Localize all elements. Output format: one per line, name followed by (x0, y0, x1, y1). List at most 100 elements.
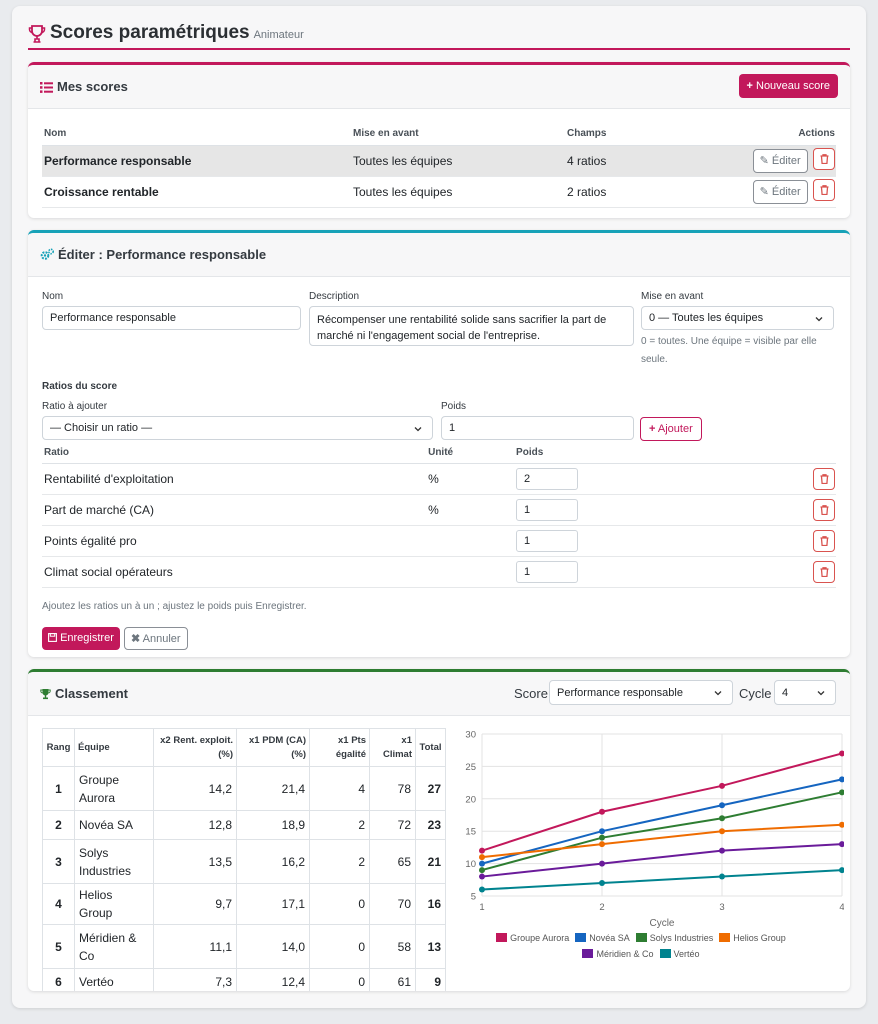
legend-item[interactable]: Novéa SA (575, 930, 630, 946)
egalite-cell: 0 (309, 924, 370, 969)
ratio-weight-input[interactable]: 1 (516, 529, 579, 552)
save-button[interactable]: Enregistrer (42, 627, 120, 650)
ranking-card-title: Classement (40, 686, 128, 701)
legend-swatch (575, 933, 587, 942)
y-tick-label: 15 (465, 827, 476, 838)
egalite-cell: 4 (309, 766, 370, 811)
cycle-select[interactable]: 4 (774, 680, 836, 705)
score-fields: 4 ratios (566, 145, 716, 177)
table-row: Rentabilité d'exploitation% 2 (42, 463, 836, 495)
delete-button[interactable] (813, 148, 835, 171)
data-point (719, 782, 725, 789)
chevron-down-icon (817, 691, 825, 696)
data-point (599, 860, 605, 867)
col-weight: Poids (515, 443, 701, 464)
legend-item[interactable]: Solys Industries (635, 930, 714, 946)
data-point (719, 828, 725, 835)
col-total: Total (415, 728, 446, 767)
table-row: Climat social opérateurs 1 (42, 556, 836, 588)
ratio-weight-input[interactable]: 1 (516, 560, 579, 583)
ratio-weight-cell: 1 (515, 525, 701, 557)
cycle-select-value: 4 (782, 686, 789, 699)
egalite-cell: 2 (309, 839, 370, 884)
name-input[interactable]: Performance responsable (42, 306, 301, 330)
cancel-button[interactable]: ✖ Annuler (124, 627, 188, 650)
rank-cell: 2 (42, 810, 75, 840)
trash-icon (820, 535, 828, 546)
score-name: Performance responsable (42, 145, 352, 177)
highlight-select[interactable]: 0 — Toutes les équipes (641, 306, 834, 330)
ratio-select[interactable]: — Choisir un ratio — (42, 416, 433, 440)
edit-button[interactable]: ✎ Éditer (752, 148, 808, 173)
ratios-title: Ratios du score (42, 381, 118, 392)
x-tick-label: 2 (599, 902, 604, 913)
col-rank: Rang (42, 728, 75, 767)
close-icon: ✖ (131, 633, 141, 645)
table-row[interactable]: Croissance rentable Toutes les équipes 2… (42, 176, 836, 208)
delete-ratio-button[interactable] (813, 560, 835, 583)
ratio-weight-input[interactable]: 1 (516, 498, 579, 521)
ratio-delete-cell (701, 463, 836, 495)
y-tick-label: 20 (465, 794, 476, 805)
delete-button[interactable] (813, 179, 835, 202)
rank-cell: 3 (42, 839, 75, 884)
data-point (599, 808, 605, 815)
chevron-down-icon (815, 317, 823, 322)
data-point (479, 873, 485, 880)
add-ratio-button[interactable]: + Ajouter (640, 417, 702, 441)
ratio-weight-cell: 2 (515, 463, 701, 495)
edit-card-title-text: Éditer : Performance responsable (58, 247, 267, 262)
team-cell: Vertéo (74, 968, 154, 991)
trash-icon (820, 504, 828, 515)
weight-input[interactable]: 1 (441, 416, 634, 440)
delete-ratio-button[interactable] (813, 529, 835, 552)
page-title-text: Scores paramétriques (50, 22, 250, 43)
rent-cell: 12,8 (153, 810, 237, 840)
new-score-button[interactable]: + Nouveau score (738, 74, 838, 98)
legend-item[interactable]: Groupe Aurora (496, 930, 569, 946)
col-pdm: x1 PDM (CA) (%) (236, 728, 310, 767)
table-row: 6 Vertéo 7,3 12,4 0 61 9 (42, 968, 446, 991)
total-cell: 9 (415, 968, 446, 991)
table-row[interactable]: Performance responsable Toutes les équip… (42, 145, 836, 177)
save-label: Enregistrer (60, 632, 114, 644)
series-line (481, 823, 843, 859)
ranking-chart: 5 10 15 20 25 30 1 2 3 4 Cycle (465, 730, 844, 929)
ratio-add-label: Ratio à ajouter (42, 401, 108, 412)
highlight-label: Mise en avant (641, 291, 704, 302)
ratio-name: Points égalité pro (42, 525, 428, 557)
ratio-weight-input[interactable]: 2 (516, 467, 579, 490)
ratio-weight-cell: 1 (515, 556, 701, 588)
edit-button[interactable]: ✎ Éditer (752, 179, 808, 204)
trophy-icon (40, 689, 51, 700)
climat-cell: 70 (369, 883, 416, 925)
delete-ratio-button[interactable] (813, 498, 835, 521)
ratio-name: Rentabilité d'exploitation (42, 463, 428, 495)
data-point (599, 880, 605, 887)
legend-swatch (659, 949, 671, 958)
plus-icon: + (649, 423, 656, 435)
total-cell: 21 (415, 839, 446, 884)
score-select[interactable]: Performance responsable (549, 680, 733, 705)
legend-label: Solys Industries (649, 933, 714, 943)
legend-item[interactable]: Helios Group (719, 930, 786, 946)
scores-table: Nom Mise en avant Champs Actions Perform… (42, 123, 836, 208)
rent-cell: 14,2 (153, 766, 237, 811)
y-tick-label: 10 (465, 859, 476, 870)
series-line (481, 869, 843, 891)
score-select-label: Score (514, 686, 548, 701)
x-tick-label: 4 (839, 902, 844, 913)
legend-item[interactable]: Méridien & Co (582, 946, 654, 962)
description-textarea[interactable]: Récompenser une rentabilité solide sans … (309, 306, 634, 346)
trash-icon (820, 566, 828, 577)
x-tick-label: 3 (719, 902, 724, 913)
col-highlight: Mise en avant (352, 123, 566, 146)
rent-cell: 7,3 (153, 968, 237, 991)
rent-cell: 13,5 (153, 839, 237, 884)
delete-ratio-button[interactable] (813, 467, 835, 490)
score-highlight: Toutes les équipes (352, 176, 566, 208)
series-line (481, 752, 843, 852)
legend-item[interactable]: Vertéo (659, 946, 700, 962)
pdm-cell: 21,4 (236, 766, 310, 811)
data-point (839, 841, 844, 848)
